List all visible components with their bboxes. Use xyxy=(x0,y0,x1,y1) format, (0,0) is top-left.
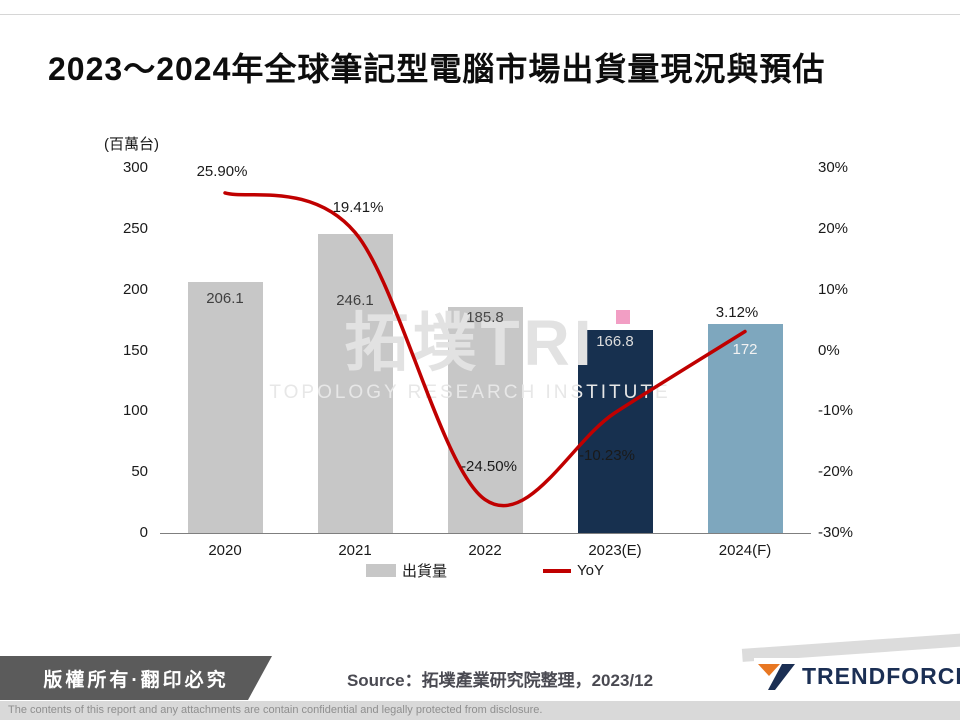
yoy-point-label: -24.50% xyxy=(461,457,517,475)
y-axis-tick-left: 250 xyxy=(122,219,148,237)
legend-item-shipments: 出貨量 xyxy=(366,560,447,581)
bar-value-label: 166.8 xyxy=(596,333,634,351)
top-divider xyxy=(0,14,960,15)
bar-value-label: 246.1 xyxy=(336,291,374,309)
y-axis-unit-label: (百萬台) xyxy=(104,136,159,153)
trendforce-logo-icon xyxy=(758,664,795,690)
bar-value-label: 185.8 xyxy=(466,308,504,326)
bar-2022 xyxy=(447,306,523,533)
yoy-point-label: 3.12% xyxy=(715,303,759,321)
x-axis-label: 2023(E) xyxy=(588,542,642,559)
copyright-banner: 版權所有·翻印必究 xyxy=(0,656,272,700)
logo-navy-shape xyxy=(768,664,795,690)
y-axis-tick-left: 150 xyxy=(122,341,148,359)
yoy-point-label: 25.90% xyxy=(196,162,248,180)
legend-bar-swatch xyxy=(366,564,396,577)
legend-line-swatch xyxy=(543,568,572,573)
x-axis-line xyxy=(160,533,811,534)
y-axis-tick-right: -30% xyxy=(818,524,854,541)
pink-square-marker xyxy=(616,310,630,324)
bar-2020 xyxy=(187,282,263,533)
trendforce-logo: TRENDFORCE xyxy=(754,658,960,694)
y-axis-tick-right: 30% xyxy=(818,159,849,176)
chart-legend: 出貨量 YoY xyxy=(160,560,810,581)
source-text: Source：拓墣產業研究院整理，2023/12 xyxy=(346,670,654,690)
y-axis-tick-left: 50 xyxy=(131,463,148,481)
bar-2023(E) xyxy=(577,330,653,533)
logo-orange-shape xyxy=(758,664,780,676)
y-axis-tick-right: 20% xyxy=(818,219,849,237)
y-axis-tick-left: 200 xyxy=(122,280,148,298)
y-axis-tick-left: 300 xyxy=(122,159,148,176)
copyright-text: 版權所有·翻印必究 xyxy=(43,669,229,691)
yoy-point-label: -10.23% xyxy=(579,446,635,464)
legend-label-yoy: YoY xyxy=(577,562,604,579)
yoy-line xyxy=(223,191,747,508)
disclaimer-bar: The contents of this report and any atta… xyxy=(0,701,960,720)
disclaimer-text: The contents of this report and any atta… xyxy=(8,704,543,716)
x-axis-label: 2022 xyxy=(468,542,502,559)
x-axis-label: 2021 xyxy=(338,542,372,559)
bar-2021 xyxy=(317,233,393,533)
yoy-point-label: 19.41% xyxy=(332,199,384,217)
y-axis-tick-right: -20% xyxy=(818,463,854,481)
x-axis-label: 2024(F) xyxy=(718,542,772,559)
legend-label-shipments: 出貨量 xyxy=(402,563,448,580)
trendforce-logo-text: TRENDFORCE xyxy=(802,662,960,689)
y-axis-tick-left: 100 xyxy=(122,402,148,420)
bar-2024(F) xyxy=(707,323,783,533)
bar-value-label: 206.1 xyxy=(206,290,244,308)
y-axis-tick-right: -10% xyxy=(818,402,854,420)
y-axis-tick-right: 10% xyxy=(818,280,849,298)
y-axis-tick-left: 0 xyxy=(139,524,148,541)
page-title: 2023～2024年全球筆記型電腦市場出貨量現況與預估 xyxy=(48,51,826,87)
bar-value-label: 172 xyxy=(732,340,758,358)
x-axis-label: 2020 xyxy=(208,542,242,559)
legend-item-yoy: YoY xyxy=(543,562,604,579)
y-axis-tick-right: 0% xyxy=(818,341,840,359)
